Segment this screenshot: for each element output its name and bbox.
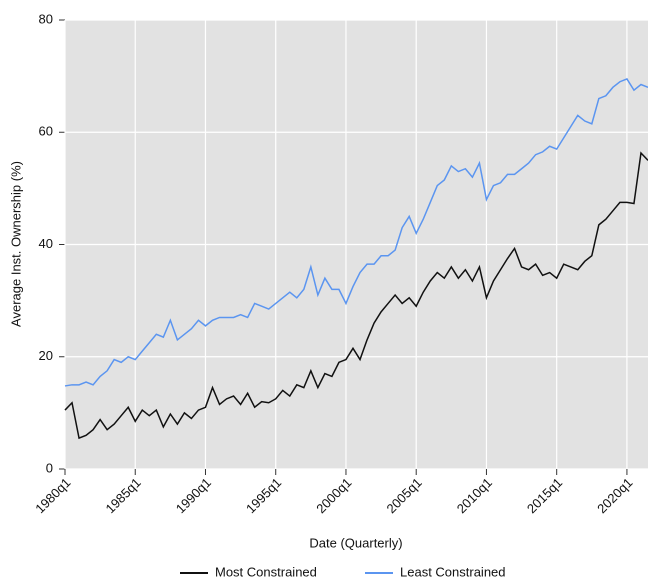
y-tick-label: 80: [39, 11, 53, 26]
x-tick-label: 2010q1: [454, 475, 495, 516]
y-tick-label: 0: [46, 460, 53, 475]
x-tick-label: 2000q1: [313, 475, 354, 516]
series-line: [64, 78, 648, 387]
y-tick-label: 20: [39, 348, 53, 363]
x-tick-label: 2005q1: [383, 475, 424, 516]
series-line: [64, 151, 648, 440]
legend-label: Most Constrained: [215, 564, 317, 579]
y-axis-title: Average Inst. Ownership (%): [8, 161, 23, 327]
x-tick-label: 2020q1: [594, 475, 635, 516]
x-tick-label: 2015q1: [524, 475, 565, 516]
x-tick-label: 1985q1: [103, 475, 144, 516]
x-tick-label: 1995q1: [243, 475, 284, 516]
x-axis-title: Date (Quarterly): [309, 535, 402, 550]
x-tick-label: 1980q1: [32, 475, 73, 516]
x-tick-label: 1990q1: [173, 475, 214, 516]
legend-label: Least Constrained: [400, 564, 506, 579]
y-tick-label: 40: [39, 236, 53, 251]
y-tick-label: 60: [39, 124, 53, 139]
